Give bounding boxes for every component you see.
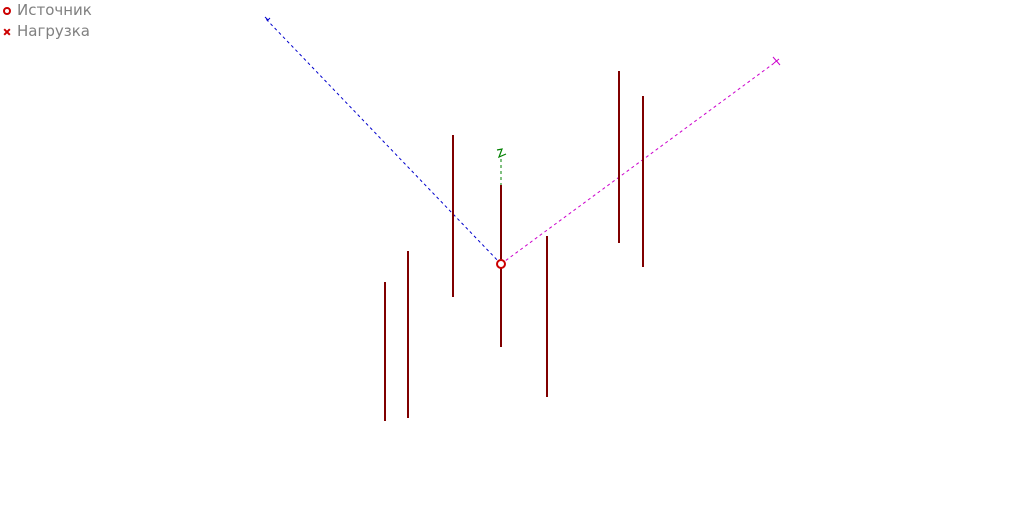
legend: Источник Нагрузка [2, 0, 92, 42]
circle-icon [2, 6, 12, 16]
legend-item-load: Нагрузка [2, 21, 92, 42]
legend-label: Нагрузка [17, 22, 90, 40]
legend-label: Источник [17, 1, 92, 19]
axis-y-line [500, 60, 778, 265]
legend-item-source: Источник [2, 0, 92, 21]
source-point [496, 259, 506, 269]
axis-x-line [265, 18, 502, 265]
cross-icon [2, 27, 12, 37]
axis-y-end-icon [772, 56, 781, 66]
axis-z-end-icon [496, 148, 507, 159]
axis-x-end-icon [264, 16, 271, 21]
